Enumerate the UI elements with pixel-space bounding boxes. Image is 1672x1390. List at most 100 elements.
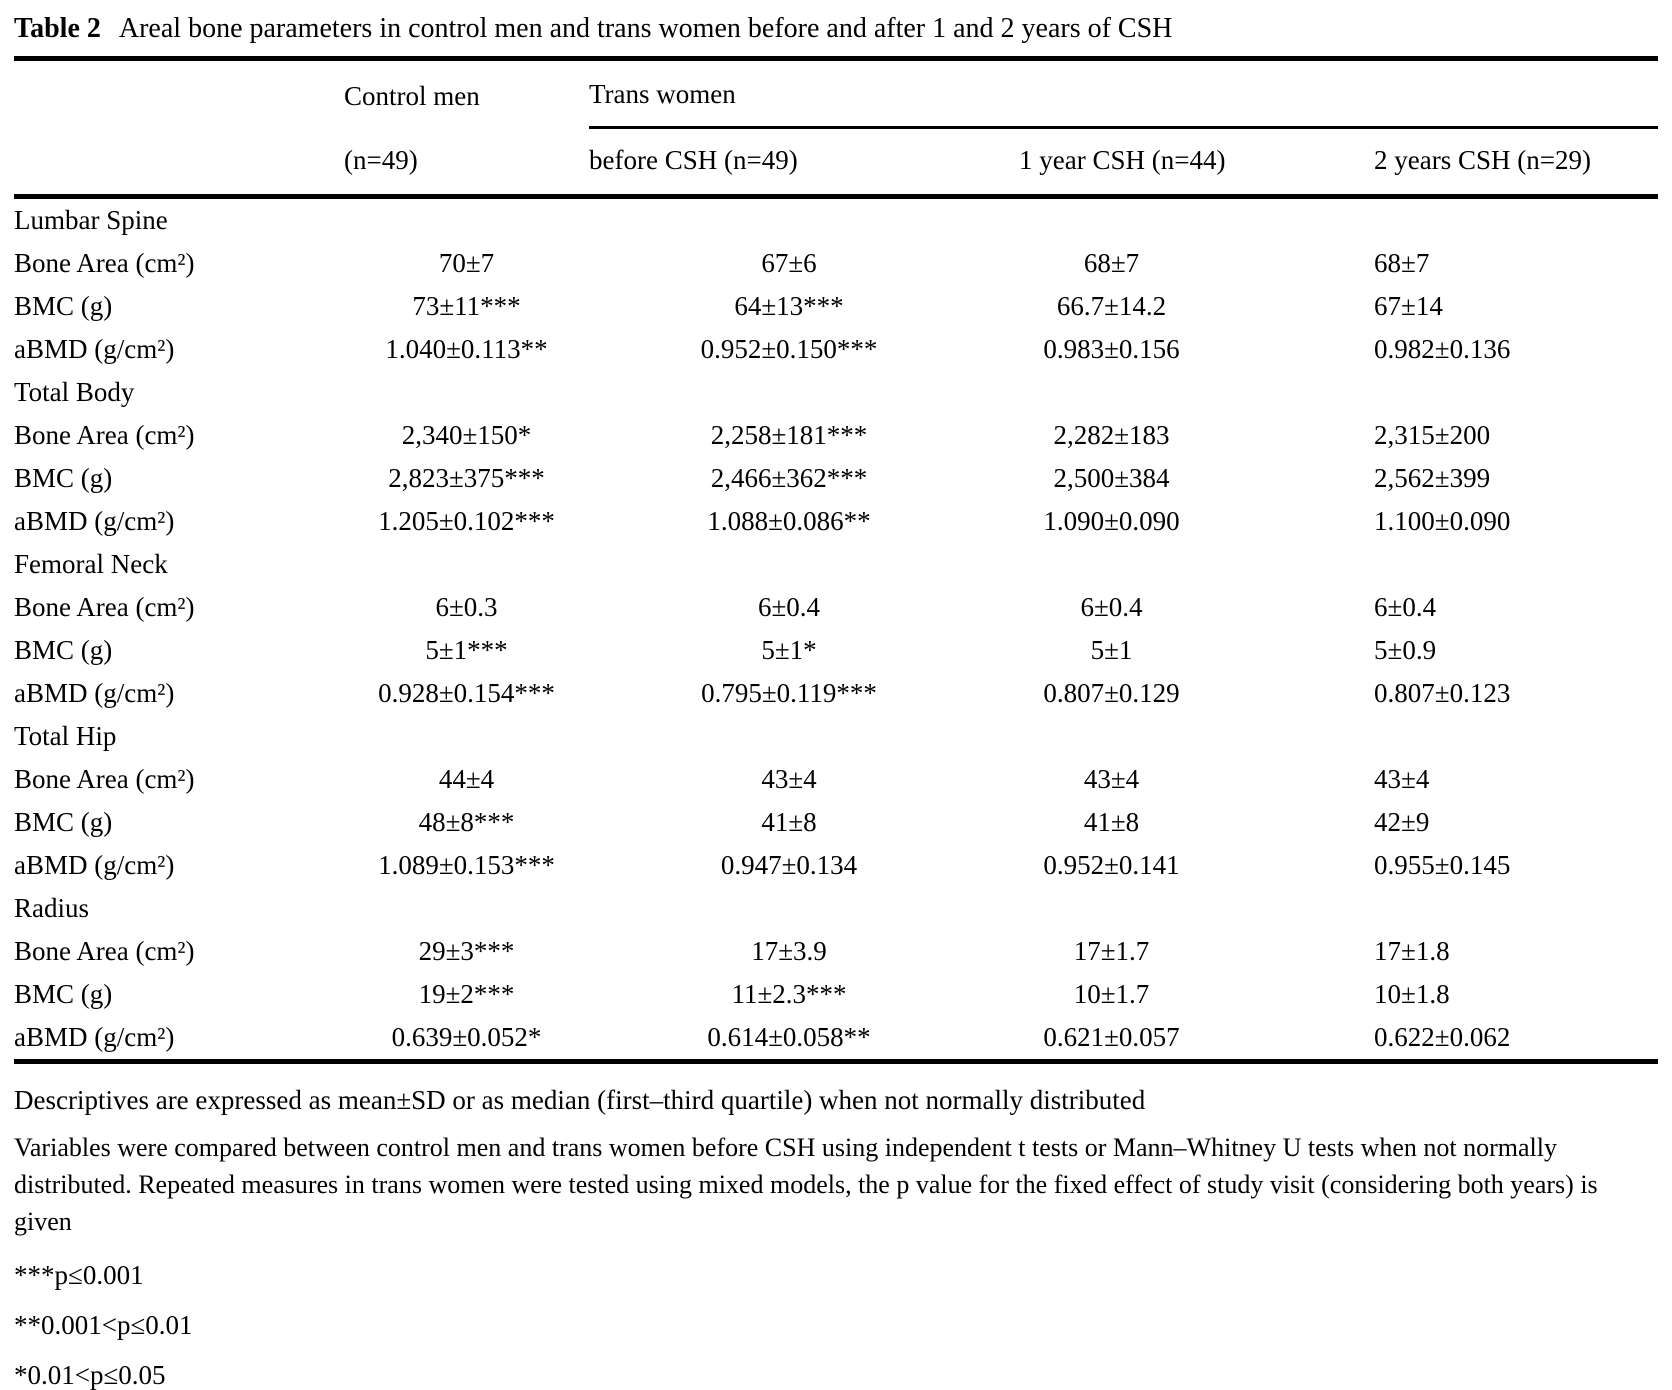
table-footnotes: Descriptives are expressed as mean±SD or… <box>14 1082 1658 1390</box>
table-row: BMC (g) 2,823±375*** 2,466±362*** 2,500±… <box>14 457 1658 500</box>
cell-value: 73±11*** <box>412 291 521 321</box>
cell-value: 0.928±0.154*** <box>378 678 555 708</box>
cell-value: 2,282±183 <box>1053 420 1170 450</box>
cell-value: 67±6 <box>761 248 817 278</box>
cell-value: 1.089±0.153*** <box>378 850 555 880</box>
cell-value: 5±1 <box>1090 635 1133 665</box>
row-label: aBMD (g/cm²) <box>14 1022 175 1052</box>
cell-value: 19±2*** <box>418 979 515 1009</box>
sub-header-row: (n=49) before CSH (n=49) 1 year CSH (n=4… <box>14 127 1658 199</box>
cell-value: 0.947±0.134 <box>720 850 858 880</box>
cell-value: 41±8 <box>761 807 817 837</box>
row-label: aBMD (g/cm²) <box>14 850 175 880</box>
cell-value: 0.952±0.141 <box>1043 850 1180 880</box>
cell-value: 29±3*** <box>418 936 515 966</box>
table-row: Bone Area (cm²) 2,340±150* 2,258±181*** … <box>14 414 1658 457</box>
section-row: Lumbar Spine <box>14 197 1658 243</box>
cell-value: 0.622±0.062 <box>1374 1022 1511 1052</box>
table-caption-text: Areal bone parameters in control men and… <box>118 13 1173 44</box>
table-row: aBMD (g/cm²) 0.928±0.154*** 0.795±0.119*… <box>14 672 1658 715</box>
table-row: Bone Area (cm²) 6±0.3 6±0.4 6±0.4 6±0.4 <box>14 586 1658 629</box>
row-label: Bone Area (cm²) <box>14 936 195 966</box>
cell-value: 2,500±384 <box>1053 463 1170 493</box>
section-row: Radius <box>14 887 1658 930</box>
footnote-sig-3stars: ***p≤0.001 <box>14 1260 144 1290</box>
two-years-csh-header: 2 years CSH (n=29) <box>1374 127 1658 199</box>
table-row: Bone Area (cm²) 70±7 67±6 68±7 68±7 <box>14 242 1658 285</box>
row-label: Bone Area (cm²) <box>14 248 195 278</box>
section-row: Total Hip <box>14 715 1658 758</box>
cell-value: 5±0.9 <box>1374 635 1437 665</box>
cell-value: 0.639±0.052* <box>391 1022 542 1052</box>
row-label: BMC (g) <box>14 291 113 321</box>
control-men-header: Control men <box>344 80 480 111</box>
cell-value: 10±1.7 <box>1073 979 1150 1009</box>
row-label: BMC (g) <box>14 463 113 493</box>
row-label: Bone Area (cm²) <box>14 592 195 622</box>
cell-value: 48±8*** <box>418 807 515 837</box>
cell-value: 43±4 <box>761 764 817 794</box>
table-row: Bone Area (cm²) 29±3*** 17±3.9 17±1.7 17… <box>14 930 1658 973</box>
row-label: Bone Area (cm²) <box>14 764 195 794</box>
cell-value: 6±0.3 <box>435 592 498 622</box>
cell-value: 10±1.8 <box>1374 979 1450 1009</box>
cell-value: 17±1.8 <box>1374 936 1450 966</box>
control-n-header: (n=49) <box>344 127 589 199</box>
row-label: aBMD (g/cm²) <box>14 678 175 708</box>
table-row: aBMD (g/cm²) 1.089±0.153*** 0.947±0.134 … <box>14 844 1658 887</box>
cell-value: 11±2.3*** <box>731 979 847 1009</box>
group-header-row: Control men Trans women <box>14 58 1658 129</box>
cell-value: 1.040±0.113** <box>385 334 548 364</box>
footnote-descriptives: Descriptives are expressed as mean±SD or… <box>14 1085 1146 1115</box>
cell-value: 0.807±0.123 <box>1374 678 1511 708</box>
cell-value: 1.205±0.102*** <box>378 506 555 536</box>
cell-value: 67±14 <box>1374 291 1443 321</box>
section-row: Total Body <box>14 371 1658 414</box>
empty-header-cell <box>14 59 344 128</box>
cell-value: 0.614±0.058** <box>707 1022 871 1052</box>
row-label: aBMD (g/cm²) <box>14 334 175 364</box>
section-label: Femoral Neck <box>14 549 168 579</box>
cell-value: 17±3.9 <box>751 936 827 966</box>
table-number: Table 2 <box>14 13 101 44</box>
cell-value: 44±4 <box>438 764 495 794</box>
table-row: BMC (g) 19±2*** 11±2.3*** 10±1.7 10±1.8 <box>14 973 1658 1016</box>
cell-value: 2,258±181*** <box>710 420 868 450</box>
cell-value: 0.952±0.150*** <box>700 334 878 364</box>
cell-value: 43±4 <box>1374 764 1430 794</box>
section-label: Lumbar Spine <box>14 205 168 235</box>
cell-value: 2,340±150* <box>401 420 532 450</box>
table-header: Control men Trans women (n=49) before CS… <box>14 58 1658 199</box>
cell-value: 0.807±0.129 <box>1043 678 1180 708</box>
row-label: BMC (g) <box>14 807 113 837</box>
cell-value: 5±1* <box>761 635 817 665</box>
cell-value: 2,562±399 <box>1374 463 1491 493</box>
one-year-csh-header: 1 year CSH (n=44) <box>1019 127 1374 199</box>
cell-value: 0.983±0.156 <box>1043 334 1180 364</box>
row-label: aBMD (g/cm²) <box>14 506 175 536</box>
section-label: Total Hip <box>14 721 117 751</box>
cell-value: 66.7±14.2 <box>1056 291 1167 321</box>
row-label: BMC (g) <box>14 979 113 1009</box>
cell-value: 0.621±0.057 <box>1043 1022 1180 1052</box>
empty-header-cell <box>14 127 344 199</box>
cell-value: 68±7 <box>1083 248 1140 278</box>
cell-value: 42±9 <box>1374 807 1430 837</box>
row-label: Bone Area (cm²) <box>14 420 195 450</box>
row-label: BMC (g) <box>14 635 113 665</box>
table-row: BMC (g) 73±11*** 64±13*** 66.7±14.2 67±1… <box>14 285 1658 328</box>
before-csh-header: before CSH (n=49) <box>589 127 1019 199</box>
bone-parameters-table: Control men Trans women (n=49) before CS… <box>14 56 1658 1064</box>
cell-value: 6±0.4 <box>1374 592 1437 622</box>
cell-value: 70±7 <box>438 248 495 278</box>
cell-value: 6±0.4 <box>757 592 821 622</box>
cell-value: 0.795±0.119*** <box>701 678 877 708</box>
table-row: BMC (g) 48±8*** 41±8 41±8 42±9 <box>14 801 1658 844</box>
section-row: Femoral Neck <box>14 543 1658 586</box>
cell-value: 2,466±362*** <box>710 463 868 493</box>
footnote-sig-2stars: **0.001<p≤0.01 <box>14 1310 193 1340</box>
cell-value: 0.982±0.136 <box>1374 334 1511 364</box>
cell-value: 6±0.4 <box>1080 592 1143 622</box>
table-caption: Table 2 Areal bone parameters in control … <box>14 12 1658 46</box>
cell-value: 41±8 <box>1083 807 1140 837</box>
